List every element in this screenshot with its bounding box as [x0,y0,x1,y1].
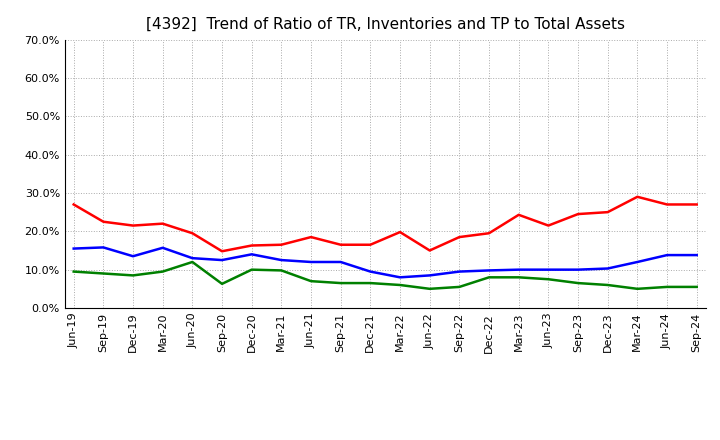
Inventories [188,256,197,261]
Title: [4392]  Trend of Ratio of TR, Inventories and TP to Total Assets: [4392] Trend of Ratio of TR, Inventories… [145,16,625,32]
Inventories [514,267,523,272]
Trade Payables [603,282,612,288]
Trade Payables [693,284,701,290]
Trade Payables [129,273,138,278]
Trade Receivables [662,202,671,207]
Trade Payables [485,275,493,280]
Trade Receivables [188,231,197,236]
Trade Payables [662,284,671,290]
Trade Receivables [455,235,464,240]
Trade Payables [188,259,197,264]
Trade Payables [307,279,315,284]
Trade Payables [574,280,582,286]
Trade Receivables [217,249,226,254]
Inventories [336,259,345,264]
Trade Payables [455,284,464,290]
Trade Payables [99,271,108,276]
Trade Payables [248,267,256,272]
Trade Receivables [99,219,108,224]
Line: Trade Receivables: Trade Receivables [73,197,697,251]
Trade Receivables [366,242,374,247]
Trade Receivables [514,212,523,217]
Line: Inventories: Inventories [73,247,697,277]
Trade Receivables [129,223,138,228]
Trade Payables [633,286,642,291]
Trade Receivables [693,202,701,207]
Trade Payables [366,280,374,286]
Trade Receivables [396,229,405,235]
Inventories [217,257,226,263]
Trade Payables [514,275,523,280]
Inventories [69,246,78,251]
Trade Payables [69,269,78,274]
Trade Payables [396,282,405,288]
Trade Receivables [158,221,167,226]
Inventories [248,252,256,257]
Trade Receivables [277,242,286,247]
Inventories [662,253,671,258]
Trade Receivables [69,202,78,207]
Trade Receivables [248,243,256,248]
Inventories [396,275,405,280]
Inventories [603,266,612,271]
Trade Receivables [544,223,553,228]
Trade Receivables [426,248,434,253]
Inventories [544,267,553,272]
Inventories [574,267,582,272]
Inventories [277,257,286,263]
Trade Payables [277,268,286,273]
Trade Receivables [603,209,612,215]
Trade Receivables [485,231,493,236]
Inventories [99,245,108,250]
Trade Receivables [574,211,582,216]
Inventories [366,269,374,274]
Inventories [485,268,493,273]
Inventories [307,259,315,264]
Inventories [455,269,464,274]
Inventories [129,253,138,259]
Inventories [426,273,434,278]
Trade Payables [217,281,226,286]
Inventories [693,253,701,258]
Trade Payables [158,269,167,274]
Trade Receivables [307,235,315,240]
Trade Receivables [336,242,345,247]
Line: Trade Payables: Trade Payables [73,262,697,289]
Trade Payables [336,280,345,286]
Inventories [158,245,167,250]
Inventories [633,259,642,264]
Trade Receivables [633,194,642,199]
Trade Payables [544,277,553,282]
Trade Payables [426,286,434,291]
